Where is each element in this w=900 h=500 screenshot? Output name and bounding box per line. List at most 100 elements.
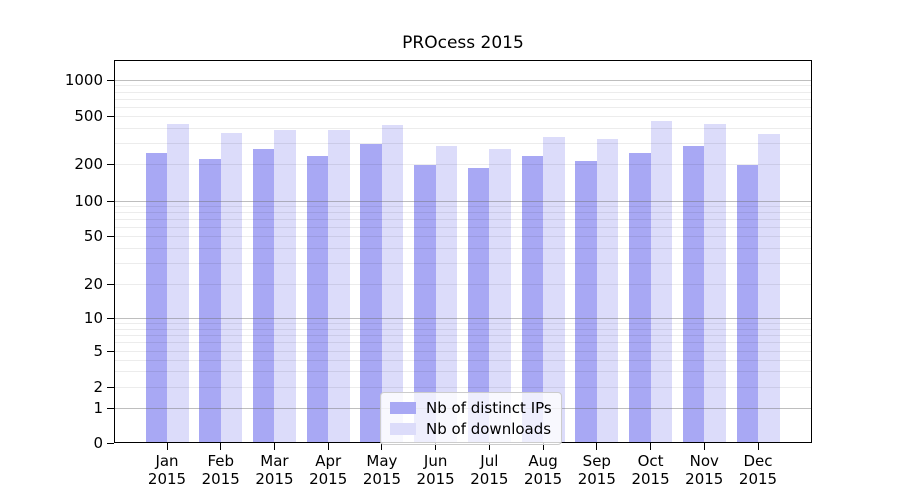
x-tick-month: Sep	[582, 452, 611, 470]
legend-swatch-downloads	[390, 422, 416, 435]
x-axis-tick	[650, 443, 652, 450]
gridline-minor	[114, 106, 812, 108]
x-tick-year: 2015	[416, 470, 455, 488]
bar-distinct-ips	[252, 149, 275, 443]
y-tick-label: 1000	[64, 71, 103, 89]
x-axis-tick	[273, 443, 275, 450]
x-tick-label: Dec 2015	[730, 452, 786, 488]
x-tick-month: Jun	[423, 452, 448, 470]
x-axis-tick	[488, 443, 490, 450]
x-tick-year: 2015	[738, 470, 778, 488]
bar-distinct-ips	[199, 158, 221, 443]
x-tick-month: Mar	[260, 452, 289, 470]
x-axis-tick	[381, 443, 383, 450]
bar-downloads	[274, 129, 296, 443]
y-axis-tick	[107, 386, 114, 388]
y-tick-label: 500	[74, 107, 103, 125]
x-tick-year: 2015	[470, 470, 509, 488]
y-tick-label: 50	[83, 227, 103, 245]
bar-downloads	[220, 133, 243, 443]
y-tick-label: 1	[93, 399, 103, 417]
x-axis-tick	[703, 443, 705, 450]
x-axis-tick	[220, 443, 222, 450]
x-tick-label: Jan 2015	[139, 452, 195, 488]
legend-item-downloads: Nb of downloads	[390, 419, 552, 438]
y-tick-label: 200	[74, 155, 103, 173]
bar-downloads	[167, 123, 189, 443]
legend-label-downloads: Nb of downloads	[426, 419, 552, 438]
y-axis-tick	[107, 350, 114, 352]
x-axis-tick	[757, 443, 759, 450]
x-tick-year: 2015	[309, 470, 348, 488]
x-tick-label: May 2015	[354, 452, 410, 488]
x-tick-year: 2015	[147, 470, 187, 488]
x-tick-month: Oct	[637, 452, 664, 470]
y-axis-tick	[107, 407, 114, 409]
x-tick-label: Sep 2015	[569, 452, 625, 488]
x-tick-year: 2015	[685, 470, 724, 488]
x-tick-year: 2015	[577, 470, 616, 488]
y-tick-label: 5	[93, 342, 103, 360]
x-tick-month: Jul	[480, 452, 499, 470]
bar-distinct-ips	[629, 153, 651, 443]
x-tick-year: 2015	[631, 470, 670, 488]
x-axis-tick	[596, 443, 598, 450]
bar-distinct-ips	[467, 168, 490, 443]
x-tick-month: May	[366, 452, 398, 470]
x-tick-label: Jun 2015	[408, 452, 464, 488]
bar-distinct-ips	[736, 165, 758, 443]
bar-distinct-ips	[306, 155, 329, 443]
bar-distinct-ips	[682, 146, 705, 443]
bar-downloads	[704, 123, 726, 443]
x-tick-year: 2015	[362, 470, 401, 488]
x-tick-month: Apr	[315, 452, 342, 470]
y-tick-label: 0	[93, 434, 103, 452]
x-tick-month: Aug	[528, 452, 558, 470]
y-tick-label: 100	[74, 192, 103, 210]
page-title: PROcess 2015	[402, 33, 524, 53]
y-axis-tick	[107, 235, 114, 237]
y-axis-tick	[107, 442, 114, 444]
bar-distinct-ips	[360, 144, 382, 443]
bar-downloads	[650, 120, 673, 443]
bar-downloads	[435, 146, 458, 443]
y-tick-label: 20	[83, 275, 103, 293]
y-axis-tick	[107, 200, 114, 202]
legend-label-ips: Nb of distinct IPs	[426, 398, 552, 417]
gridline-minor	[114, 85, 812, 87]
bar-downloads	[596, 139, 619, 443]
y-axis-tick	[107, 283, 114, 285]
y-tick-label: 2	[93, 378, 103, 396]
x-axis-tick	[327, 443, 329, 450]
x-tick-year: 2015	[255, 470, 294, 488]
legend-item-distinct-ips: Nb of distinct IPs	[390, 398, 552, 417]
x-tick-month: Jan	[155, 452, 179, 470]
gridline-minor	[114, 91, 812, 93]
x-tick-month: Nov	[689, 452, 719, 470]
x-axis-tick	[435, 443, 437, 450]
bar-distinct-ips	[145, 153, 167, 443]
y-axis-tick	[107, 115, 114, 117]
bar-downloads	[381, 124, 404, 443]
x-tick-label: Feb 2015	[193, 452, 249, 488]
bar-downloads	[489, 149, 511, 443]
x-axis-tick	[542, 443, 544, 450]
x-tick-month: Feb	[207, 452, 234, 470]
x-tick-label: Jul 2015	[461, 452, 517, 488]
bar-downloads	[328, 130, 350, 443]
x-tick-label: Nov 2015	[676, 452, 732, 488]
x-tick-label: Apr 2015	[300, 452, 356, 488]
y-axis-tick	[107, 163, 114, 165]
x-tick-label: Mar 2015	[246, 452, 302, 488]
bar-distinct-ips	[414, 164, 436, 443]
x-tick-month: Dec	[743, 452, 773, 470]
legend-swatch-ips	[390, 401, 416, 414]
x-tick-year: 2015	[523, 470, 563, 488]
y-axis-tick	[107, 79, 114, 81]
bar-distinct-ips	[575, 160, 597, 443]
legend: Nb of distinct IPs Nb of downloads	[380, 392, 562, 445]
y-tick-label: 10	[83, 309, 103, 327]
x-tick-label: Aug 2015	[515, 452, 571, 488]
bar-downloads	[543, 137, 565, 443]
